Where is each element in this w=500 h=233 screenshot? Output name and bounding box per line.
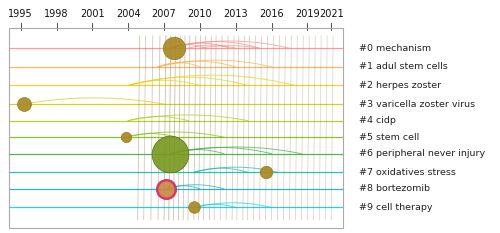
Text: 2004: 2004 (116, 9, 140, 19)
Text: 1998: 1998 (44, 9, 69, 19)
Text: 2007: 2007 (152, 9, 176, 19)
Text: #3 varicella zoster virus: #3 varicella zoster virus (358, 99, 475, 109)
Text: 2021: 2021 (319, 9, 344, 19)
Text: 1995: 1995 (8, 9, 33, 19)
Text: #5 stem cell: #5 stem cell (358, 133, 419, 142)
Point (262, 171, 270, 174)
Text: #1 adul stem cells: #1 adul stem cells (358, 62, 448, 71)
Point (166, 152, 174, 156)
Text: #0 mechanism: #0 mechanism (358, 44, 431, 53)
Text: #2 herpes zoster: #2 herpes zoster (358, 81, 441, 90)
Text: #4 cidp: #4 cidp (358, 116, 396, 125)
Text: 2010: 2010 (188, 9, 212, 19)
Text: 2001: 2001 (80, 9, 104, 19)
Text: #9 cell therapy: #9 cell therapy (358, 203, 432, 212)
Text: 2019: 2019 (295, 9, 320, 19)
Text: #6 peripheral never injury: #6 peripheral never injury (358, 149, 485, 158)
Point (190, 206, 198, 209)
Point (162, 187, 170, 191)
Text: 2016: 2016 (259, 9, 284, 19)
Text: #8 bortezomib: #8 bortezomib (358, 184, 430, 193)
Point (20, 102, 28, 106)
Point (122, 135, 130, 139)
Text: #7 oxidatives stress: #7 oxidatives stress (358, 168, 456, 177)
Point (170, 46, 177, 50)
Text: 2013: 2013 (224, 9, 248, 19)
